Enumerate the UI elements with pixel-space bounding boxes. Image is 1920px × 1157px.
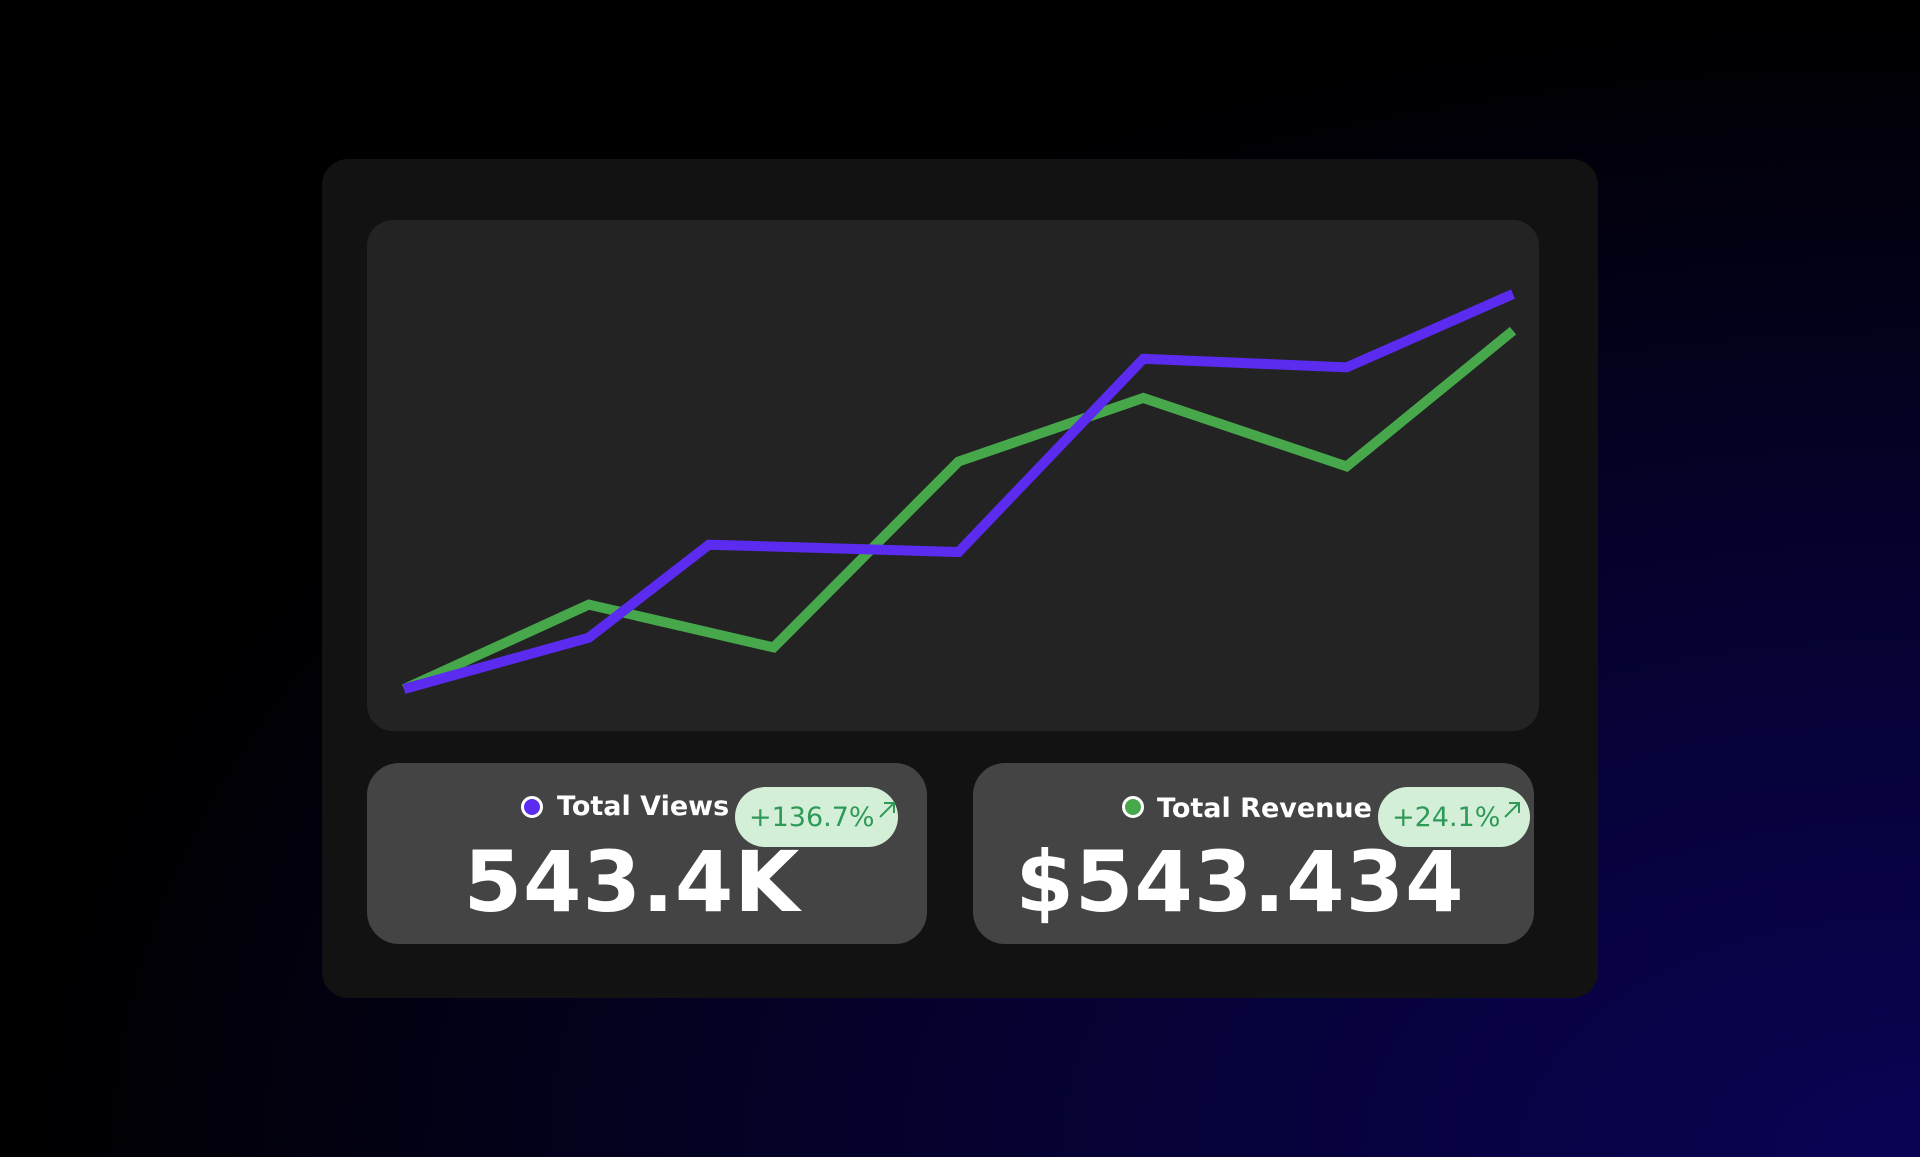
change-badge: +136.7%: [735, 787, 898, 847]
change-text: +24.1%: [1392, 801, 1501, 833]
stat-label: Total Views: [557, 791, 730, 822]
stat-card: Total Revenue +24.1% $543.434: [973, 763, 1534, 944]
change-text: +136.7%: [749, 801, 875, 833]
stat-card: Total Views +136.7% 543.4K: [367, 763, 927, 944]
chart-panel: [367, 220, 1539, 731]
change-badge: +24.1%: [1378, 787, 1530, 847]
line: [401, 326, 1517, 694]
arrow-icon: [878, 802, 895, 818]
legend-dot: [521, 796, 543, 818]
dashboard-card: Total Views +136.7% 543.4K Total Revenue…: [322, 159, 1598, 998]
line: [402, 289, 1516, 694]
stat-value: 543.4K: [463, 833, 801, 931]
arrow-icon: [1504, 802, 1521, 818]
legend-dot: [1122, 796, 1144, 818]
stat-value: $543.434: [1015, 833, 1465, 931]
chart: [401, 289, 1517, 694]
stat-label: Total Revenue: [1157, 793, 1372, 824]
